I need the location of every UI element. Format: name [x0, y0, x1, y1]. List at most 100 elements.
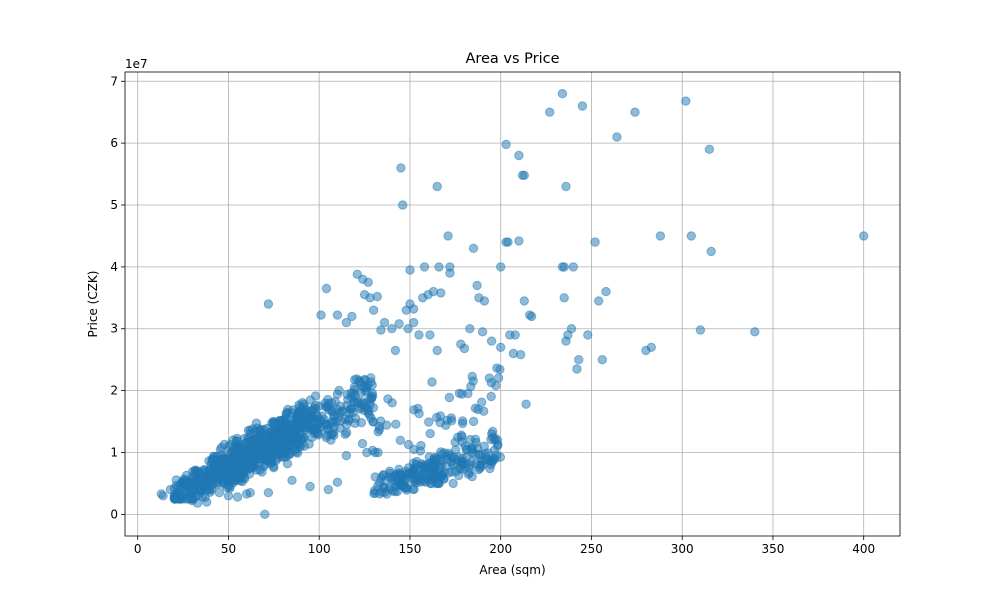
scatter-point	[425, 330, 435, 340]
scatter-point	[332, 477, 343, 487]
x-axis-label: Area (sqm)	[479, 563, 545, 577]
scatter-point	[521, 399, 531, 409]
scatter-point	[367, 388, 377, 398]
scatter-point	[590, 237, 600, 247]
y-tick-label: 0	[110, 507, 118, 521]
scatter-point	[559, 293, 569, 303]
scatter-point	[372, 291, 382, 302]
scatter-point	[519, 170, 529, 181]
scatter-point	[479, 296, 490, 306]
scatter-point	[514, 236, 524, 246]
scatter-point	[510, 330, 520, 340]
scatter-point	[251, 418, 262, 428]
scatter-point	[348, 388, 358, 398]
scatter-point	[557, 89, 568, 99]
scatter-point	[260, 509, 270, 519]
scatter-point	[443, 231, 453, 241]
plot-frame	[124, 71, 901, 537]
scatter-point	[436, 288, 446, 298]
scatter-point	[594, 296, 604, 306]
scatter-point	[411, 470, 421, 480]
scatter-point	[601, 286, 611, 297]
scatter-point	[321, 283, 332, 294]
scatter-point	[577, 101, 588, 111]
scatter-point	[496, 262, 506, 272]
scatter-point	[218, 472, 229, 482]
scatter-point	[461, 445, 472, 455]
scatter-point	[475, 461, 486, 472]
scatter-point	[437, 456, 447, 467]
scatter-point	[299, 432, 309, 443]
scatter-point	[486, 391, 496, 402]
scatter-point	[353, 398, 363, 408]
scatter-point	[192, 498, 203, 508]
scatter-point	[466, 381, 476, 392]
scatter-point	[427, 377, 437, 387]
scatter-point	[495, 364, 505, 375]
scatter-point	[424, 417, 434, 427]
scatter-point	[248, 454, 258, 464]
scatter-point	[362, 447, 372, 458]
scatter-point	[574, 355, 584, 365]
y-tick-label: 4	[110, 260, 118, 274]
scatter-point	[477, 397, 487, 407]
scatter-point	[412, 456, 422, 467]
scatter-point	[158, 491, 168, 501]
scatter-point	[284, 423, 294, 433]
scatter-point	[232, 433, 242, 444]
scatter-point	[750, 327, 760, 337]
scatter-point	[444, 392, 455, 403]
scatter-point	[381, 420, 392, 430]
scatter-point	[706, 246, 716, 257]
scatter-point	[561, 181, 571, 192]
data-points	[156, 89, 869, 519]
x-tick-label: 350	[761, 542, 784, 556]
scatter-point	[559, 262, 569, 272]
scatter-point	[222, 482, 232, 493]
scatter-point	[477, 327, 488, 337]
scatter-point	[472, 280, 482, 291]
scatter-point	[516, 350, 526, 360]
scatter-point	[655, 231, 666, 241]
scatter-point	[253, 426, 263, 437]
scatter-point	[436, 447, 446, 457]
scatter-point	[310, 391, 321, 401]
scatter-point	[458, 459, 468, 469]
scatter-point	[370, 472, 380, 482]
scatter-point	[695, 325, 706, 335]
y-tick-label: 5	[110, 198, 118, 212]
scatter-point	[681, 96, 691, 106]
scatter-point	[332, 310, 343, 320]
scatter-point	[486, 336, 497, 346]
scatter-point	[322, 424, 333, 434]
scatter-point	[519, 296, 529, 306]
scatter-point	[376, 325, 386, 335]
scatter-point	[369, 305, 379, 315]
scatter-point	[391, 419, 401, 429]
scatter-point	[341, 427, 352, 438]
scatter-point	[180, 475, 190, 485]
scatter-point	[429, 462, 439, 473]
scatter-point	[434, 262, 444, 272]
scatter-point	[374, 489, 385, 499]
scatter-point	[470, 403, 481, 413]
scatter-point	[228, 444, 239, 454]
scatter-point	[232, 492, 243, 502]
scatter-point	[398, 200, 408, 210]
scatter-point	[250, 437, 260, 447]
x-tick-label: 250	[580, 542, 603, 556]
scatter-point	[266, 453, 276, 463]
scatter-point	[400, 476, 410, 486]
scatter-point	[403, 324, 413, 334]
scatter-point	[216, 442, 227, 452]
y-tick-label: 6	[110, 136, 118, 150]
scatter-point	[405, 265, 415, 275]
scatter-point	[216, 454, 227, 464]
scatter-point	[457, 389, 467, 399]
scatter-point	[450, 437, 460, 447]
scatter-point	[214, 488, 225, 498]
scatter-point	[468, 416, 479, 427]
scatter-point	[378, 470, 389, 480]
scatter-point	[445, 268, 455, 278]
